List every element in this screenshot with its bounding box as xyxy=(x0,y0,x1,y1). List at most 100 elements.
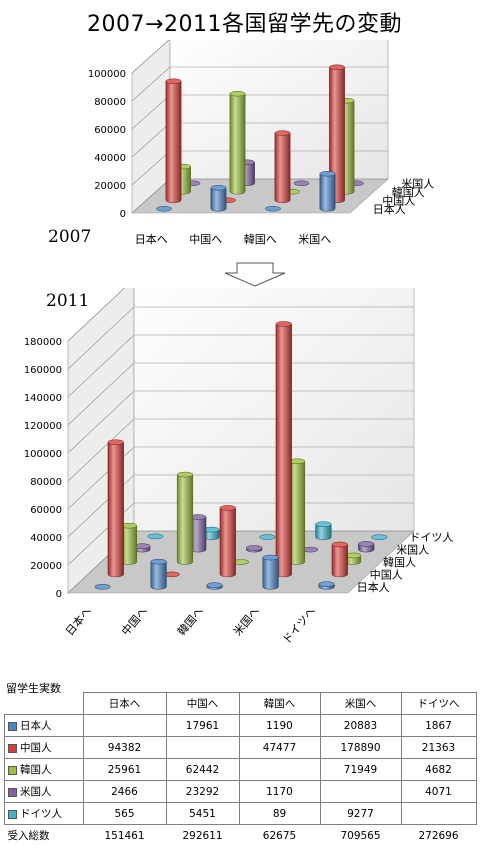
y-tick-label: 20000 xyxy=(94,181,126,192)
row-label: 米国人 xyxy=(4,780,84,803)
row-label: 日本人 xyxy=(4,714,84,737)
bar-米国人-韓国へ xyxy=(293,180,310,186)
column-header: 日本へ xyxy=(82,692,167,715)
table-cell: 9277 xyxy=(319,802,402,825)
bar-top xyxy=(246,545,263,551)
legend-swatch xyxy=(8,743,17,753)
table-row: 米国人 2466 23292 1170 4071 xyxy=(4,780,477,803)
row-label-text: ドイツ人 xyxy=(20,808,62,820)
column-header: 米国へ xyxy=(319,692,402,715)
category-label: 米国へ xyxy=(298,233,331,246)
column-header: 韓国へ xyxy=(238,692,321,715)
table-cell: 71949 xyxy=(319,758,402,781)
table-cell: 565 xyxy=(82,802,167,825)
table-cell xyxy=(238,758,321,781)
row-label-text: 日本人 xyxy=(20,720,52,732)
gridline xyxy=(67,418,414,482)
bar-top xyxy=(275,321,292,327)
table-cell: 25961 xyxy=(82,758,167,781)
bar-top xyxy=(94,584,111,590)
bar-top xyxy=(318,581,335,587)
table-row: ドイツ人 565 5451 89 9277 xyxy=(4,802,477,825)
bar-top xyxy=(293,180,310,186)
chart-back-wall xyxy=(133,288,415,532)
row-label: 韓国人 xyxy=(4,758,84,781)
bar-top xyxy=(150,558,167,565)
table-cell: 4682 xyxy=(400,758,477,781)
gridline xyxy=(67,446,414,510)
chart-year-label: 2007 xyxy=(48,227,91,247)
series-label: 米国人 xyxy=(401,177,434,190)
gridline xyxy=(67,306,414,370)
bar-中国人-韓国へ xyxy=(274,130,291,203)
y-tick-label: 120000 xyxy=(24,421,62,432)
total-cell: 151461 xyxy=(104,829,145,842)
table-cell: 89 xyxy=(238,802,321,825)
bar-top xyxy=(371,534,388,540)
bar-body xyxy=(165,81,182,203)
y-tick-label: 0 xyxy=(56,589,62,600)
total-cell: 709565 xyxy=(340,829,381,842)
bar-top xyxy=(176,471,194,478)
bar-日本人-米国へ xyxy=(319,171,336,212)
down-arrow-icon xyxy=(224,262,286,287)
table-corner xyxy=(5,693,84,715)
bar-top xyxy=(219,505,236,511)
y-tick-label: 100000 xyxy=(88,69,126,80)
bar-韓国人-日本へ xyxy=(120,522,138,565)
chart-year-label: 2011 xyxy=(46,291,89,311)
table-cell: 23292 xyxy=(165,780,240,803)
legend-swatch xyxy=(8,765,17,775)
total-cell: 272696 xyxy=(418,829,459,842)
bar-ドイツ人-中国へ xyxy=(203,526,220,540)
bar-ドイツ人-米国へ xyxy=(315,521,332,540)
bar-top xyxy=(315,521,332,527)
bar-中国人-日本へ xyxy=(107,439,124,578)
bar-日本人-日本へ xyxy=(94,584,111,590)
table-cell: 94382 xyxy=(82,736,167,759)
legend-swatch xyxy=(8,787,17,797)
y-tick-label: 60000 xyxy=(94,125,126,136)
bar-日本人-中国へ xyxy=(210,185,227,212)
y-tick-label: 40000 xyxy=(30,533,62,544)
table-cell xyxy=(319,780,402,803)
table-cell xyxy=(165,736,240,759)
bar-日本人-日本へ xyxy=(156,206,172,212)
y-tick-label: 160000 xyxy=(24,365,62,376)
category-label: 日本へ xyxy=(62,604,94,638)
gridline xyxy=(67,288,125,342)
bar-body xyxy=(107,442,124,578)
table-cell xyxy=(82,714,167,737)
chart-2011: 0 20000 40000 60000 80000 100000 120000 140000 1… xyxy=(24,288,453,647)
total-row: 受入総数 151461 292611 62675 709565 272696 xyxy=(5,825,477,847)
bar-中国人-米国へ xyxy=(275,321,292,578)
y-tick-label: 80000 xyxy=(30,477,62,488)
table-row: 日本人 17961 1190 20883 1867 xyxy=(4,714,477,737)
bar-米国人-中国へ xyxy=(190,514,207,553)
category-label: 日本へ xyxy=(135,232,168,246)
bar-top xyxy=(210,185,227,191)
total-cell: 292611 xyxy=(182,829,223,842)
gridline xyxy=(67,362,414,426)
series-label: 中国人 xyxy=(382,194,415,207)
table-cell: 1867 xyxy=(400,714,477,737)
y-tick-label: 100000 xyxy=(24,449,62,460)
table-cell: 5451 xyxy=(165,802,240,825)
y-tick-label: 80000 xyxy=(94,97,126,108)
bar-top xyxy=(229,91,246,97)
bar-top xyxy=(265,206,281,212)
bar-米国人-ドイツへ xyxy=(358,541,375,553)
y-tick-label: 60000 xyxy=(30,505,62,516)
bar-米国人-韓国へ xyxy=(246,545,263,553)
bar-body xyxy=(331,544,348,578)
series-label: 米国人 xyxy=(396,544,429,557)
series-label: 日本人 xyxy=(357,580,390,594)
bar-body xyxy=(315,523,332,540)
bar-body xyxy=(275,323,292,578)
bar-body xyxy=(229,93,246,195)
table-title: 留学生実数 xyxy=(6,682,61,695)
bar-日本人-中国へ xyxy=(150,558,167,590)
table-cell: 62442 xyxy=(165,758,240,781)
bar-top xyxy=(156,206,172,212)
bar-top xyxy=(262,554,279,561)
